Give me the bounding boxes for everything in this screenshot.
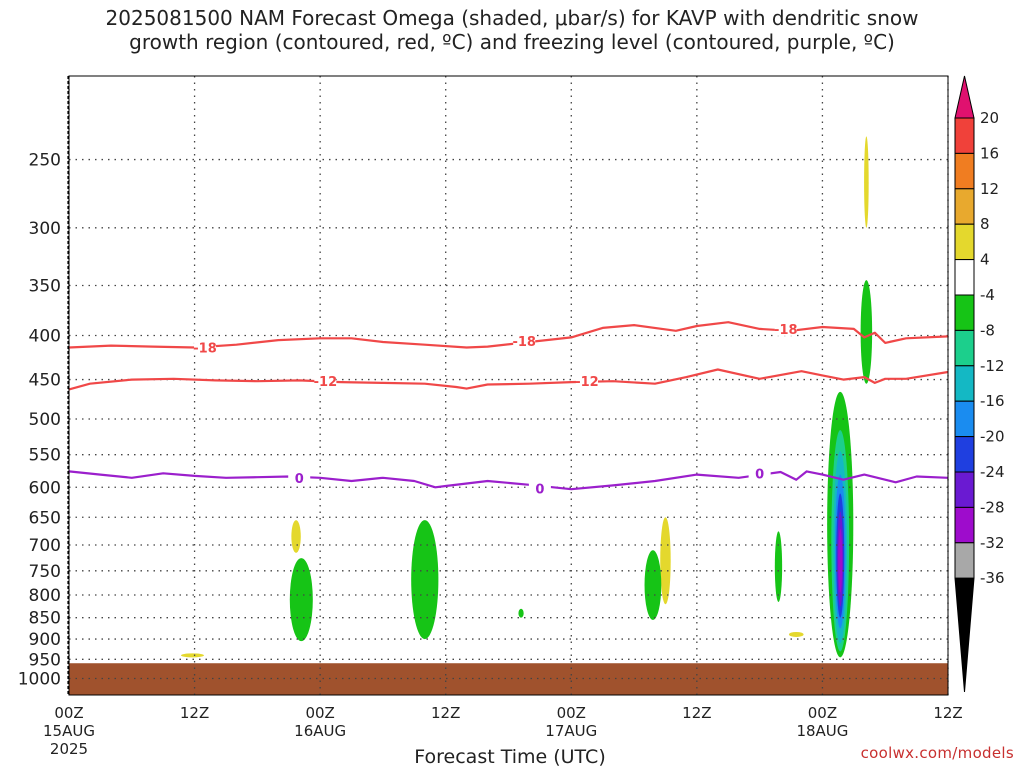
colorbar-label: -4 — [980, 286, 995, 304]
contour-line — [68, 368, 949, 391]
colorbar-segment — [954, 152, 975, 190]
contour-label: -12 — [575, 375, 599, 390]
x-tick-label: 00Z — [808, 704, 837, 722]
x-tick-label: 18AUG — [796, 722, 848, 740]
surface-band — [69, 663, 948, 695]
colorbar-label: 8 — [980, 215, 990, 233]
colorbar-segment — [954, 471, 975, 508]
x-tick-label: 12Z — [682, 704, 711, 722]
y-tick-label: 850 — [29, 609, 61, 629]
x-tick-label: 15AUG — [43, 722, 95, 740]
chart-title-line-2: growth region (contoured, red, ºC) and f… — [129, 30, 895, 54]
x-tick-label: 12Z — [933, 704, 962, 722]
x-tick-label: 12Z — [180, 704, 209, 722]
colorbar-segment — [954, 259, 975, 296]
contour-label: -18 — [193, 341, 217, 356]
colorbar-label: 20 — [980, 109, 999, 127]
y-tick-label: 400 — [29, 326, 61, 346]
y-tick-label: 1000 — [18, 670, 61, 690]
colorbar-segment — [954, 329, 975, 367]
colorbar-label: -20 — [980, 428, 1005, 446]
omega-shaded-region — [291, 520, 301, 553]
y-tick-label: 250 — [29, 151, 61, 171]
x-tick-label: 12Z — [431, 704, 460, 722]
colorbar-label: -36 — [980, 569, 1005, 587]
colorbar-bottom-arrow — [954, 577, 975, 693]
colorbar-segment — [954, 223, 975, 261]
y-tick-label: 950 — [29, 650, 61, 670]
omega-shaded-region — [774, 531, 783, 602]
contour-label-bg — [774, 320, 797, 336]
credit-link[interactable]: coolwx.com/models — [860, 744, 1014, 762]
plot-frame — [68, 75, 949, 696]
omega-shaded-region — [518, 608, 524, 618]
x-tick-label: 00Z — [54, 704, 83, 722]
omega-shaded-region — [864, 136, 869, 228]
contour-label: -18 — [512, 335, 536, 350]
colorbar-segment — [954, 506, 975, 544]
x-axis-label: Forecast Time (UTC) — [414, 746, 606, 768]
y-tick-label: 550 — [29, 446, 61, 466]
colorbar-label: 16 — [980, 144, 999, 162]
colorbar-segment — [954, 400, 975, 438]
contour-line — [68, 470, 949, 491]
contour-line — [68, 321, 949, 349]
x-tick-label: 00Z — [305, 704, 334, 722]
y-tick-label: 350 — [29, 277, 61, 297]
colorbar-label: 12 — [980, 180, 999, 198]
contour-label: 0 — [755, 467, 764, 482]
y-tick-label: 650 — [29, 508, 61, 528]
omega-shaded-region — [180, 653, 204, 658]
colorbar-label: -24 — [980, 463, 1005, 481]
plot-area — [69, 76, 948, 695]
y-tick-label: 450 — [29, 371, 61, 391]
colorbar-segment — [954, 294, 975, 331]
colorbar-label: -32 — [980, 534, 1005, 552]
contour-label-bg — [528, 480, 551, 496]
contour-label-bg — [575, 373, 598, 389]
omega-shaded-region — [289, 558, 313, 642]
contour-label-bg — [288, 469, 311, 485]
colorbar-segment — [954, 542, 975, 579]
colorbar-label: -8 — [980, 321, 995, 339]
omega-shaded-region — [838, 528, 843, 593]
contour-label: 0 — [535, 483, 544, 498]
chart-title-line-1: 2025081500 NAM Forecast Omega (shaded, μ… — [105, 6, 919, 30]
colorbar-top-arrow — [954, 75, 975, 119]
contour-label-bg — [314, 373, 337, 389]
y-tick-label: 800 — [29, 586, 61, 606]
colorbar-label: -28 — [980, 498, 1005, 516]
contour-label: -12 — [314, 375, 338, 390]
y-tick-label: 700 — [29, 536, 61, 556]
y-tick-label: 900 — [29, 630, 61, 650]
x-tick-label: 17AUG — [545, 722, 597, 740]
y-tick-label: 600 — [29, 478, 61, 498]
colorbar-segment — [954, 117, 975, 154]
x-tick-label: 2025 — [50, 740, 88, 758]
omega-shaded-region — [860, 280, 873, 384]
colorbar-label: -12 — [980, 357, 1005, 375]
contour-label-bg — [748, 465, 771, 481]
contour-label-bg — [513, 333, 536, 349]
y-tick-label: 300 — [29, 219, 61, 239]
omega-shaded-region — [788, 631, 804, 637]
omega-shaded-region — [660, 517, 671, 605]
omega-shaded-region — [411, 520, 439, 640]
y-tick-label: 500 — [29, 410, 61, 430]
contour-label: 0 — [295, 472, 304, 487]
y-tick-label: 750 — [29, 562, 61, 582]
colorbar-label: 4 — [980, 251, 990, 269]
colorbar-segment — [954, 365, 975, 402]
chart-title: 2025081500 NAM Forecast Omega (shaded, μ… — [0, 6, 1024, 54]
contour-label-bg — [194, 339, 217, 355]
colorbar-segment — [954, 436, 975, 473]
contour-label: -18 — [774, 323, 798, 338]
colorbar-label: -16 — [980, 392, 1005, 410]
omega-shaded-region — [644, 550, 662, 620]
x-tick-label: 00Z — [557, 704, 586, 722]
colorbar-segment — [954, 188, 975, 225]
x-tick-label: 16AUG — [294, 722, 346, 740]
